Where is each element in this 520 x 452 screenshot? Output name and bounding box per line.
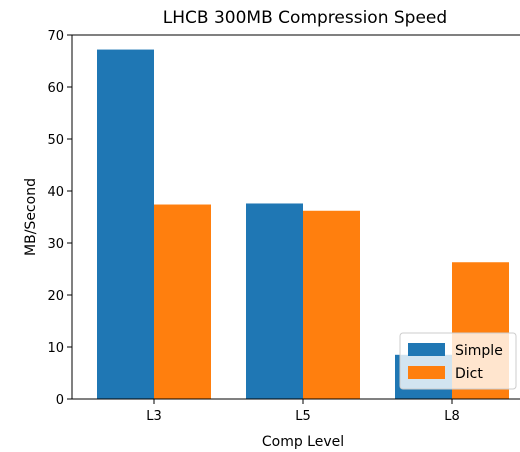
x-tick-label-l5: L5 (295, 409, 311, 424)
legend-label-dict: Dict (455, 366, 483, 382)
chart-title: LHCB 300MB Compression Speed (163, 8, 447, 28)
legend-label-simple: Simple (455, 343, 503, 359)
x-axis: L3 L5 L8 (146, 399, 460, 424)
bar-simple-l5 (246, 203, 303, 399)
bar-simple-l3 (97, 49, 154, 400)
bar-dict-l5 (303, 210, 360, 399)
y-tick-label: 10 (47, 341, 64, 356)
y-tick-label: 0 (56, 393, 64, 408)
x-tick-label-l8: L8 (444, 409, 460, 424)
legend: Simple Dict (399, 332, 517, 390)
y-tick-label: 40 (47, 185, 64, 200)
x-tick-label-l3: L3 (146, 409, 162, 424)
bars-layer (97, 49, 509, 400)
y-tick-label: 70 (47, 29, 64, 44)
y-tick-label: 50 (47, 133, 64, 148)
y-tick-label: 60 (47, 81, 64, 96)
plot-frame (71, 34, 520, 400)
y-tick-label: 30 (47, 237, 64, 252)
y-axis: 0 10 20 30 40 50 60 70 (47, 29, 72, 408)
y-axis-label: MB/Second (23, 178, 39, 256)
legend-swatch-dict (408, 366, 445, 379)
y-tick-label: 20 (47, 289, 64, 304)
legend-swatch-simple (408, 343, 445, 356)
x-axis-label: Comp Level (262, 434, 344, 450)
bar-dict-l3 (154, 204, 211, 399)
